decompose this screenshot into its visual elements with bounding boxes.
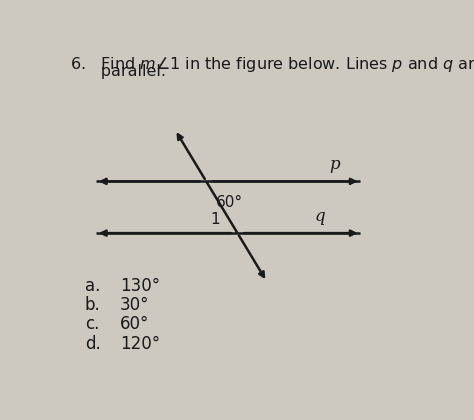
Text: 120°: 120° [120, 335, 160, 353]
Text: q: q [315, 208, 325, 225]
Text: 130°: 130° [120, 276, 160, 294]
Text: parallel.: parallel. [70, 64, 166, 79]
Text: b.: b. [85, 296, 100, 314]
Text: 60°: 60° [215, 195, 243, 210]
Text: d.: d. [85, 335, 100, 353]
Text: 30°: 30° [120, 296, 149, 314]
Text: a.: a. [85, 276, 100, 294]
Text: 1: 1 [210, 212, 220, 227]
Text: 6.   Find $m\angle 1$ in the figure below. Lines $p$ and $q$ are: 6. Find $m\angle 1$ in the figure below.… [70, 55, 474, 74]
Text: 60°: 60° [120, 315, 149, 333]
Text: c.: c. [85, 315, 100, 333]
Text: p: p [329, 156, 340, 173]
